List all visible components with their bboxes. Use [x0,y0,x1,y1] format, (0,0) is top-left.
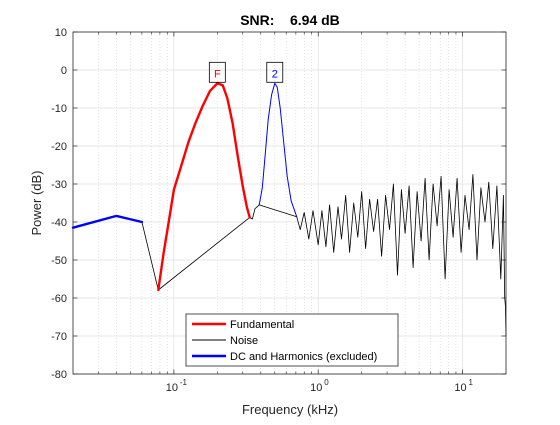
chart-title: SNR: 6.94 dB [240,12,340,28]
y-tick-label: -70 [51,331,67,343]
legend-label: DC and Harmonics (excluded) [230,351,377,363]
x-tick-label-base: 10 [454,382,466,394]
y-tick-label: -20 [51,141,67,153]
x-axis-label: Frequency (kHz) [242,402,338,417]
y-tick-label: -80 [51,369,67,381]
series-line-harmonic-2 [258,82,298,218]
x-tick-label: 10 0 [310,378,329,394]
y-tick-label: -40 [51,217,67,229]
x-tick-label-exponent: 1 [469,378,474,387]
marker-label: F [214,68,221,80]
x-tick-label-base: 10 [310,382,322,394]
marker-box [208,61,226,83]
x-tick-label-exponent: -1 [180,378,188,387]
legend-label: Fundamental [230,319,294,331]
y-tick-label: 0 [61,65,67,77]
series-layer [71,82,507,337]
y-tick-label: -10 [51,103,67,115]
series-line-dc-and-harmonics-excluded- [71,214,144,229]
y-tick-label: -30 [51,179,67,191]
harmonic-marker: 2 [266,61,284,83]
legend: Fundamental Noise DC and Harmonics (exclud… [185,313,399,367]
plot-frame [72,31,507,375]
legend-label: Noise [230,335,258,347]
marker-label: 2 [272,68,278,80]
y-axis-label: Power (dB) [29,170,44,235]
y-tick-label: -60 [51,293,67,305]
series-line-noise [141,174,507,337]
x-tick-label-base: 10 [166,382,178,394]
harmonic-marker: F [208,61,226,83]
x-tick-label: 10 1 [454,378,473,394]
y-tick-label: 10 [55,27,67,39]
x-tick-label-exponent: 0 [324,378,329,387]
series-line-fundamental [157,82,251,292]
marker-box [266,61,284,83]
x-tick-label: 10 -1 [166,378,188,394]
y-tick-label: -50 [51,255,67,267]
